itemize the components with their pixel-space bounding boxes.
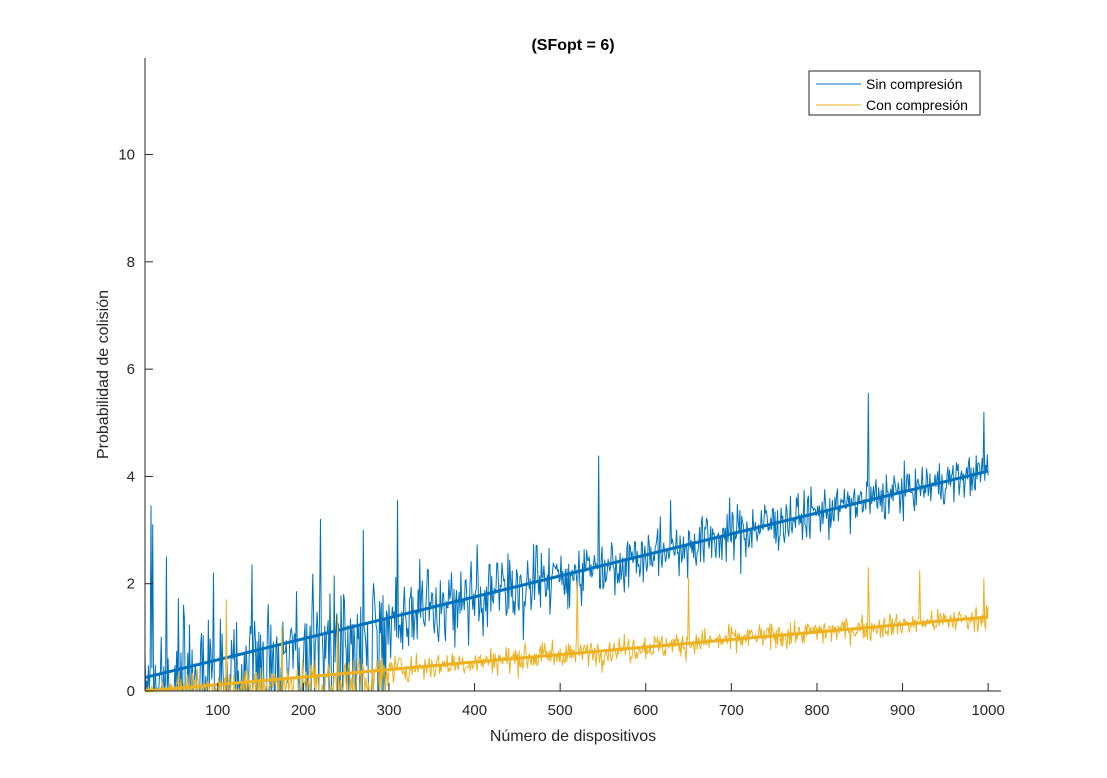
x-tick-label: 900	[890, 702, 915, 719]
x-tick-label: 600	[633, 702, 658, 719]
y-tick-label: 10	[118, 147, 135, 164]
legend: Sin compresión Con compresión	[808, 70, 981, 116]
x-tick-label: 500	[548, 702, 573, 719]
series-line-0	[144, 392, 989, 692]
y-tick-label: 8	[127, 254, 135, 271]
chart-title: (SFopt = 6)	[531, 37, 614, 54]
y-tick-label: 0	[127, 683, 135, 700]
y-tick-label: 6	[127, 361, 135, 378]
x-tick-label: 400	[462, 702, 487, 719]
legend-label-sin-compresion: Sin compresión	[866, 76, 963, 92]
y-axis-label: Probabilidad de colisión	[95, 290, 112, 459]
legend-box	[808, 70, 981, 116]
y-tick-label: 4	[127, 468, 135, 485]
series-layer	[144, 392, 989, 693]
legend-label-con-compresion: Con compresión	[866, 97, 968, 113]
x-tick-label: 800	[804, 702, 829, 719]
axes-layer: 100 200 300 400 500 600 700 800 900 1000 0 2 4 6 8 10	[118, 58, 1005, 719]
x-tick-label: 100	[205, 702, 230, 719]
x-tick-label: 1000	[971, 702, 1004, 719]
trend-line-1	[144, 615, 989, 693]
x-axis-label: Número de dispositivos	[490, 728, 656, 745]
y-tick-label: 2	[127, 576, 135, 593]
x-tick-label: 200	[291, 702, 316, 719]
trend-line-0	[144, 469, 989, 680]
x-tick-label: 300	[376, 702, 401, 719]
x-tick-label: 700	[719, 702, 744, 719]
